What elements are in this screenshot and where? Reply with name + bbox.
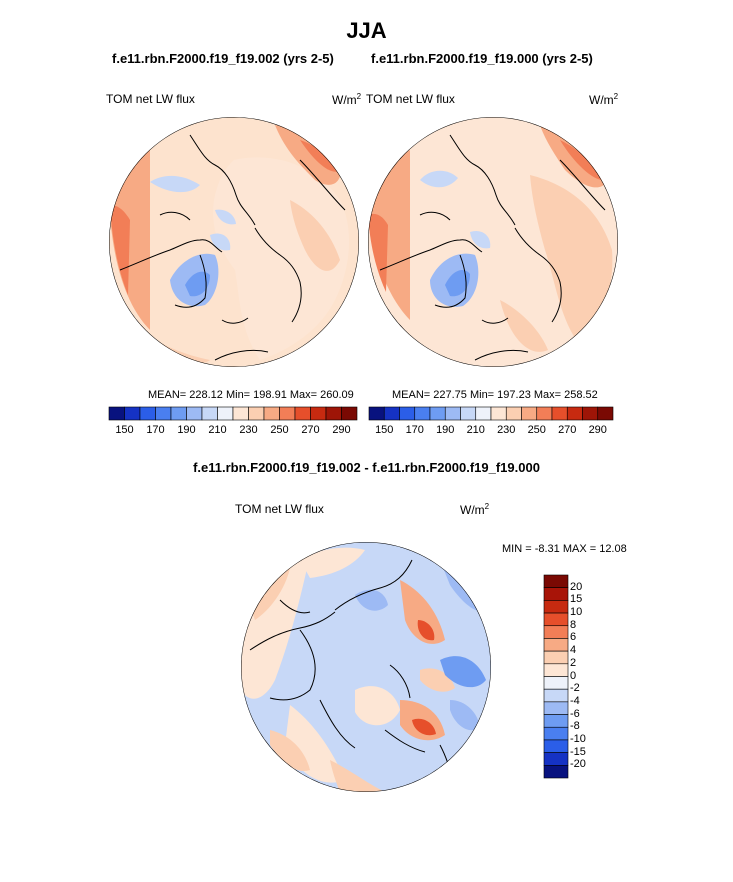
colorbar-swatch — [543, 714, 569, 728]
panel-3-stats: MIN = -8.31 MAX = 12.08 — [502, 543, 627, 555]
colorbar-tick-label: 8 — [570, 618, 577, 631]
panel-2-title: f.e11.rbn.F2000.f19_f19.000 (yrs 2-5) — [371, 51, 593, 66]
colorbar-1 — [108, 406, 358, 421]
colorbar-tick-label: 0 — [570, 669, 577, 682]
colorbar-swatch — [325, 406, 342, 421]
colorbar-swatch — [201, 406, 218, 421]
colorbar-swatch — [582, 406, 599, 421]
colorbar-swatch — [543, 663, 569, 677]
colorbar-swatch — [536, 406, 553, 421]
colorbar-swatch — [566, 406, 583, 421]
colorbar-tick-label: 190 — [436, 424, 455, 436]
colorbar-swatch — [505, 406, 522, 421]
colorbar-swatch — [263, 406, 280, 421]
colorbar-swatch — [543, 612, 569, 627]
colorbar-swatch — [341, 406, 358, 421]
panel-1-stats: MEAN= 228.12 Min= 198.91 Max= 260.09 — [148, 389, 354, 401]
panel-1-variable-label: TOM net LW flux — [106, 92, 195, 106]
colorbar-tick-label: 170 — [146, 424, 165, 436]
colorbar-tick-label: 2 — [570, 656, 577, 669]
colorbar-swatch — [597, 406, 614, 421]
colorbar-tick-label: 210 — [466, 424, 485, 436]
colorbar-tick-label: 290 — [588, 424, 607, 436]
colorbar-swatch — [543, 676, 569, 690]
colorbar-swatch — [217, 406, 234, 421]
colorbar-3 — [543, 574, 569, 779]
colorbar-swatch — [186, 406, 203, 421]
colorbar-tick-label: 20 — [570, 580, 583, 593]
colorbar-tick-label: 210 — [208, 424, 227, 436]
colorbar-swatch — [279, 406, 296, 421]
colorbar-tick-label: -15 — [570, 745, 586, 758]
colorbar-tick-label: -20 — [570, 758, 586, 771]
colorbar-2 — [368, 406, 614, 421]
colorbar-swatch — [543, 752, 569, 766]
colorbar-swatch — [543, 600, 569, 614]
colorbar-swatch — [108, 406, 125, 421]
colorbar-swatch — [124, 406, 141, 421]
colorbar-tick-label: 170 — [405, 424, 424, 436]
colorbar-tick-label: 270 — [301, 424, 320, 436]
colorbar-tick-label: 150 — [375, 424, 394, 436]
colorbar-tick-label: 230 — [497, 424, 516, 436]
colorbar-swatch — [543, 587, 569, 601]
colorbar-swatch — [543, 701, 569, 715]
colorbar-swatch — [248, 406, 265, 421]
colorbar-tick-label: -2 — [570, 682, 580, 695]
colorbar-swatch — [543, 726, 569, 741]
colorbar-swatch — [155, 406, 172, 421]
colorbar-tick-label: 6 — [570, 631, 577, 644]
panel-3-variable-label: TOM net LW flux — [235, 502, 324, 516]
panel-2-stats: MEAN= 227.75 Min= 197.23 Max= 258.52 — [392, 389, 598, 401]
colorbar-swatch — [444, 406, 461, 421]
colorbar-swatch — [543, 625, 569, 639]
colorbar-swatch — [310, 406, 327, 421]
colorbar-swatch — [543, 638, 569, 652]
panel-1-units-label: W/m2 — [332, 92, 362, 107]
colorbar-tick-label: 230 — [239, 424, 258, 436]
colorbar-swatch — [475, 406, 492, 421]
colorbar-swatch — [429, 406, 446, 421]
colorbar-tick-label: 4 — [570, 644, 577, 657]
colorbar-tick-label: -6 — [570, 707, 580, 720]
colorbar-tick-label: 10 — [570, 606, 583, 619]
colorbar-swatch — [543, 574, 569, 588]
polar-map-2 — [368, 117, 618, 367]
colorbar-swatch — [399, 406, 416, 421]
colorbar-swatch — [521, 406, 538, 421]
colorbar-swatch — [170, 406, 187, 421]
polar-map-difference — [241, 542, 491, 792]
colorbar-swatch — [551, 406, 568, 421]
colorbar-swatch — [490, 406, 507, 421]
colorbar-tick-label: 150 — [115, 424, 134, 436]
panel-2-variable-label: TOM net LW flux — [366, 92, 455, 106]
colorbar-swatch — [414, 406, 431, 421]
colorbar-swatch — [543, 765, 569, 779]
panel-3-units-label: W/m2 — [460, 502, 490, 517]
polar-map-1 — [109, 117, 359, 367]
colorbar-tick-label: -10 — [570, 732, 586, 745]
panel-2-units-label: W/m2 — [589, 92, 619, 107]
colorbar-swatch — [383, 406, 400, 421]
colorbar-tick-label: 270 — [558, 424, 577, 436]
colorbar-tick-label: 15 — [570, 593, 583, 606]
panel-3-title: f.e11.rbn.F2000.f19_f19.002 - f.e11.rbn.… — [193, 460, 540, 475]
colorbar-swatch — [232, 406, 249, 421]
colorbar-swatch — [139, 406, 156, 421]
page-title: JJA — [346, 18, 387, 43]
colorbar-tick-label: -4 — [570, 694, 580, 707]
colorbar-swatch — [543, 650, 569, 665]
colorbar-swatch — [460, 406, 477, 421]
colorbar-swatch — [543, 739, 569, 753]
colorbar-swatch — [294, 406, 311, 421]
panel-1-title: f.e11.rbn.F2000.f19_f19.002 (yrs 2-5) — [112, 51, 334, 66]
colorbar-tick-label: 190 — [177, 424, 196, 436]
colorbar-tick-label: 290 — [332, 424, 351, 436]
colorbar-swatch — [543, 688, 569, 703]
colorbar-tick-label: 250 — [527, 424, 546, 436]
colorbar-swatch — [368, 406, 385, 421]
colorbar-tick-label: 250 — [270, 424, 289, 436]
colorbar-tick-label: -8 — [570, 720, 580, 733]
